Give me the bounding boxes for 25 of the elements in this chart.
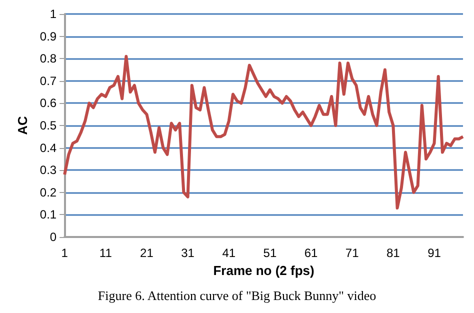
y-tick-label: 0 xyxy=(50,230,57,244)
x-tick-label: 61 xyxy=(304,246,318,260)
x-tick-label: 91 xyxy=(428,246,442,260)
y-tick-label: 0.3 xyxy=(40,163,57,178)
y-tick-label: 0.1 xyxy=(40,208,57,222)
line-series xyxy=(63,54,464,210)
x-tick-label: 71 xyxy=(345,246,360,260)
y-tick-label: 0.4 xyxy=(40,140,57,155)
y-tick-label: 0.8 xyxy=(40,52,57,66)
caption: Figure 6. Attention curve of "Big Buck Bunny" video xyxy=(98,288,376,303)
y-axis-title: AC xyxy=(15,116,30,135)
x-tick-label: 21 xyxy=(140,246,154,260)
y-tick-label: 0.6 xyxy=(40,96,57,110)
y-tick-label: 1 xyxy=(50,7,57,21)
x-axis-title: Frame no (2 fps) xyxy=(213,262,314,278)
x-tick-label: 51 xyxy=(263,246,277,260)
y-tick-label: 0.7 xyxy=(40,74,57,88)
y-tick-label: 0.5 xyxy=(40,118,57,132)
y-tick-label: 0.2 xyxy=(40,185,57,200)
x-tick-label: 31 xyxy=(181,246,195,260)
x-tick-label: 1 xyxy=(61,246,68,260)
x-tick-label: 81 xyxy=(386,246,400,260)
x-tick-label: 11 xyxy=(99,246,112,260)
x-tick-label: 41 xyxy=(222,246,236,260)
y-tick-label: 0.9 xyxy=(40,29,57,44)
